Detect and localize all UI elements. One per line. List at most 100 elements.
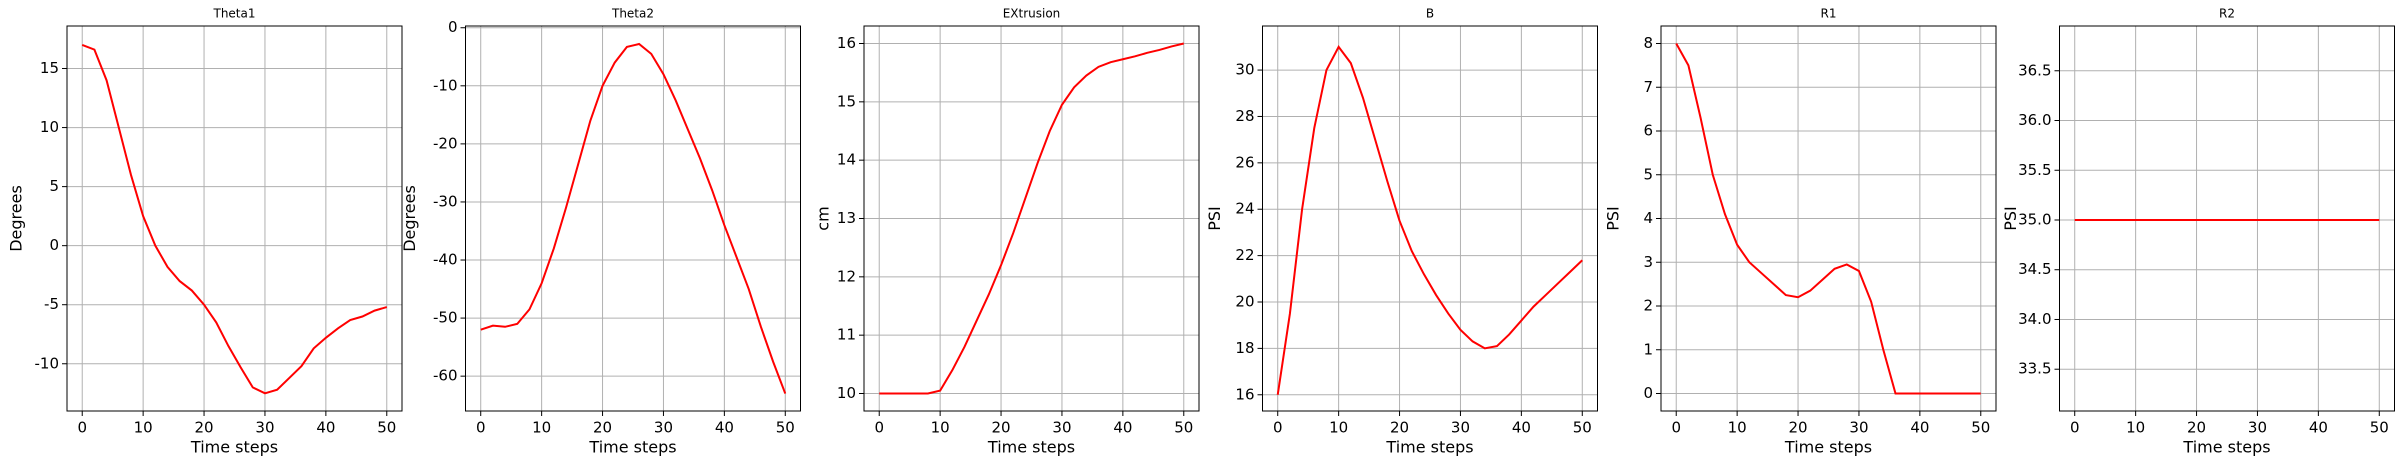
x-tick-label: 50 bbox=[776, 419, 795, 437]
x-axis-label: Time steps bbox=[1784, 438, 1872, 457]
y-tick-label: 30 bbox=[1235, 61, 1254, 79]
y-tick-label: 4 bbox=[1643, 209, 1653, 227]
y-tick-label: 11 bbox=[837, 326, 856, 344]
line bbox=[1276, 45, 1583, 395]
y-axis-label: PSI bbox=[1604, 206, 1623, 231]
x-tick-label: 10 bbox=[1329, 419, 1348, 437]
y-axis-label: cm bbox=[814, 206, 833, 230]
subplot: 0 10 20 30 40 50 -10 -5 0 5 10 15 Theta1 Time steps De… bbox=[7, 7, 403, 457]
x-tick-label: 10 bbox=[931, 419, 950, 437]
x-tick-label: 20 bbox=[2187, 419, 2206, 437]
x-tick-label: 30 bbox=[1849, 419, 1868, 437]
axes-frame bbox=[1262, 25, 1598, 412]
y-tick-label: 5 bbox=[49, 177, 59, 195]
x-tick-label: 40 bbox=[1512, 419, 1531, 437]
y-tick-label: 20 bbox=[1235, 292, 1254, 310]
x-tick-label: 0 bbox=[2070, 419, 2080, 437]
axes-frame bbox=[66, 25, 403, 412]
chart-title: EXtrusion bbox=[1003, 7, 1061, 21]
subplot: 0 10 20 30 40 50 0 1 2 3 4 5 6 7 8 R1 Time steps PSI bbox=[1604, 7, 1997, 457]
x-tick-label: 40 bbox=[316, 419, 335, 437]
x-tick-label: 30 bbox=[654, 419, 673, 437]
axes-frame bbox=[465, 25, 801, 412]
x-tick-label: 20 bbox=[194, 419, 213, 437]
y-tick-label: -5 bbox=[44, 295, 59, 313]
y-tick-label: 24 bbox=[1235, 200, 1254, 218]
y-tick-label: 18 bbox=[1235, 339, 1254, 357]
line bbox=[81, 43, 388, 395]
line bbox=[879, 42, 1185, 395]
subplot: 0 10 20 30 40 50 16 18 20 22 24 26 28 30 B Time steps PS… bbox=[1205, 7, 1598, 457]
x-tick-label: 0 bbox=[874, 419, 884, 437]
x-tick-label: 0 bbox=[476, 419, 486, 437]
x-tick-label: 20 bbox=[593, 419, 612, 437]
x-tick-label: 30 bbox=[255, 419, 274, 437]
y-tick-label: 36.0 bbox=[2018, 111, 2051, 129]
x-tick-label: 0 bbox=[77, 419, 87, 437]
y-tick-label: 33.5 bbox=[2018, 360, 2051, 378]
y-tick-label: 3 bbox=[1643, 253, 1653, 271]
y-tick-label: 6 bbox=[1643, 122, 1653, 140]
y-tick-label: -20 bbox=[433, 134, 458, 152]
subplot: 0 10 20 30 40 50 -60 -50 -40 -30 -20 -10 0 Theta2 Time… bbox=[400, 7, 801, 457]
y-tick-label: -60 bbox=[433, 367, 458, 385]
x-axis-label: Time steps bbox=[2182, 438, 2270, 457]
y-tick-label: 0 bbox=[1643, 384, 1653, 402]
y-tick-label: 5 bbox=[1643, 165, 1653, 183]
y-axis-label: Degrees bbox=[400, 185, 419, 252]
x-tick-label: 20 bbox=[1390, 419, 1409, 437]
y-tick-label: 35.5 bbox=[2018, 161, 2051, 179]
y-tick-label: -40 bbox=[433, 251, 458, 269]
axes-frame bbox=[1660, 25, 1997, 412]
y-tick-label: 15 bbox=[837, 92, 856, 110]
y-tick-label: 0 bbox=[49, 236, 59, 254]
x-tick-label: 50 bbox=[1573, 419, 1592, 437]
y-tick-label: 34.5 bbox=[2018, 260, 2051, 278]
y-tick-label: 12 bbox=[837, 267, 856, 285]
x-axis-label: Time steps bbox=[987, 438, 1075, 457]
y-tick-label: 34.0 bbox=[2018, 310, 2051, 328]
x-tick-label: 50 bbox=[377, 419, 396, 437]
y-tick-label: -50 bbox=[433, 309, 458, 327]
y-tick-label: 16 bbox=[1235, 385, 1254, 403]
chart-title: R2 bbox=[2219, 7, 2235, 21]
subplot: 0 10 20 30 40 50 10 11 12 13 14 15 16 EXtrusion Time s… bbox=[814, 7, 1200, 457]
x-tick-label: 40 bbox=[2309, 419, 2328, 437]
line bbox=[480, 42, 787, 394]
x-tick-label: 20 bbox=[991, 419, 1010, 437]
x-tick-label: 50 bbox=[1971, 419, 1990, 437]
chart-title: Theta1 bbox=[212, 7, 255, 21]
y-tick-label: 1 bbox=[1643, 340, 1653, 358]
x-tick-label: 50 bbox=[1174, 419, 1193, 437]
x-tick-label: 0 bbox=[1273, 419, 1283, 437]
y-axis-label: PSI bbox=[1205, 206, 1224, 231]
x-tick-label: 40 bbox=[715, 419, 734, 437]
x-tick-label: 10 bbox=[1728, 419, 1747, 437]
x-tick-label: 10 bbox=[2126, 419, 2145, 437]
x-tick-label: 10 bbox=[134, 419, 153, 437]
line bbox=[1675, 43, 1981, 395]
y-tick-label: -10 bbox=[433, 76, 458, 94]
y-tick-label: 16 bbox=[837, 34, 856, 52]
x-tick-label: 40 bbox=[1113, 419, 1132, 437]
x-tick-label: 20 bbox=[1788, 419, 1807, 437]
x-tick-label: 30 bbox=[1052, 419, 1071, 437]
y-tick-label: 7 bbox=[1643, 78, 1653, 96]
y-tick-label: 36.5 bbox=[2018, 61, 2051, 79]
y-tick-label: 28 bbox=[1235, 107, 1254, 125]
y-tick-label: -30 bbox=[433, 192, 458, 210]
y-tick-label: 2 bbox=[1643, 297, 1653, 315]
y-tick-label: 15 bbox=[40, 59, 59, 77]
x-tick-label: 0 bbox=[1671, 419, 1681, 437]
axes-frame bbox=[2059, 25, 2395, 412]
axes-frame bbox=[863, 25, 1200, 412]
chart-title: Theta2 bbox=[611, 7, 654, 21]
x-tick-label: 10 bbox=[532, 419, 551, 437]
y-tick-label: 35.0 bbox=[2018, 210, 2051, 228]
x-tick-label: 30 bbox=[2248, 419, 2267, 437]
x-tick-label: 50 bbox=[2370, 419, 2389, 437]
y-tick-label: 0 bbox=[448, 18, 458, 36]
x-axis-label: Time steps bbox=[1385, 438, 1473, 457]
y-tick-label: 22 bbox=[1235, 246, 1254, 264]
